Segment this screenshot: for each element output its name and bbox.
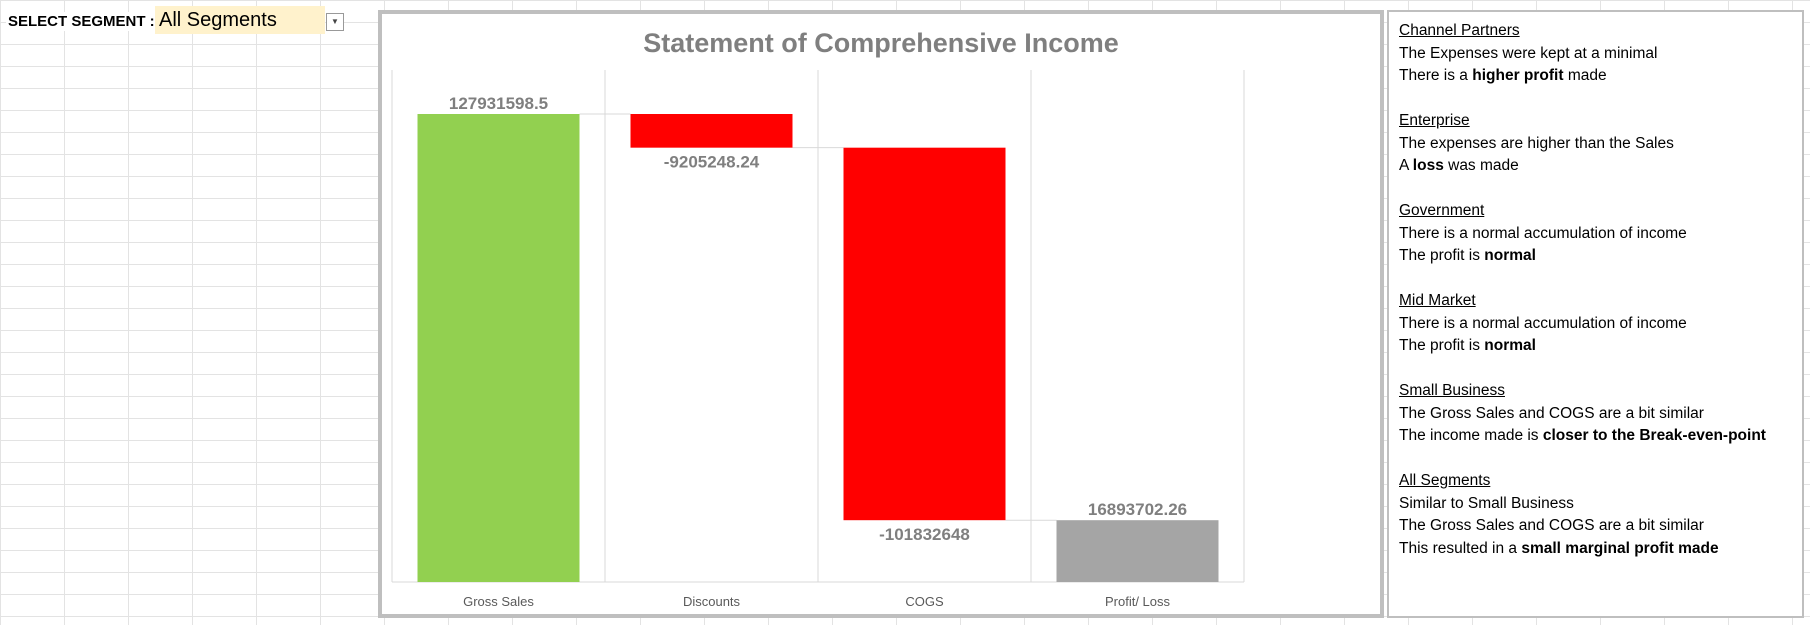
note-block: Mid Market There is a normal accumulation… bbox=[1399, 290, 1802, 358]
bar-discounts bbox=[630, 114, 793, 148]
note-block: Channel Partners The Expenses were kept a… bbox=[1399, 20, 1802, 88]
data-label: 16893702.26 bbox=[1088, 500, 1187, 519]
note-block: Small Business The Gross Sales and COGS a… bbox=[1399, 380, 1802, 448]
data-label: -101832648 bbox=[879, 525, 970, 544]
note-title: Government bbox=[1399, 202, 1485, 219]
note-line: There is a higher profit made bbox=[1399, 67, 1607, 84]
category-label: Profit/ Loss bbox=[1105, 594, 1171, 609]
note-line: The Expenses were kept at a minimal bbox=[1399, 44, 1658, 62]
note-title: All Segments bbox=[1399, 472, 1491, 489]
segment-label: SELECT SEGMENT : bbox=[6, 12, 157, 31]
bar-cogs bbox=[843, 147, 1006, 521]
note-line: There is a normal accumulation of income bbox=[1399, 314, 1687, 332]
data-label: -9205248.24 bbox=[664, 153, 760, 172]
note-line: Similar to Small Business bbox=[1399, 494, 1574, 512]
note-block: All Segments Similar to Small Business The… bbox=[1399, 470, 1802, 560]
bar-profit-loss bbox=[1056, 520, 1219, 582]
category-label: COGS bbox=[905, 594, 944, 609]
bar-gross-sales bbox=[417, 114, 580, 582]
category-label: Discounts bbox=[683, 594, 741, 609]
note-line: The income made is closer to the Break-e… bbox=[1399, 427, 1766, 444]
chart-title: Statement of Comprehensive Income bbox=[643, 28, 1119, 58]
segment-select[interactable]: All Segments bbox=[155, 6, 325, 34]
note-title: Small Business bbox=[1399, 382, 1505, 399]
chart-area: Statement of Comprehensive Income 127931… bbox=[378, 10, 1384, 618]
note-line: The profit is normal bbox=[1399, 337, 1536, 354]
dropdown-arrow-icon[interactable]: ▼ bbox=[326, 13, 344, 31]
note-title: Mid Market bbox=[1399, 292, 1476, 309]
note-block: Government There is a normal accumulation… bbox=[1399, 200, 1802, 268]
waterfall-chart: 127931598.5 Gross Sales -9205248.24 Discoun… bbox=[391, 70, 1245, 609]
notes-panel: Channel Partners The Expenses were kept a… bbox=[1387, 10, 1804, 618]
note-line: There is a normal accumulation of income bbox=[1399, 224, 1687, 242]
note-line: A loss was made bbox=[1399, 157, 1519, 174]
note-block: Enterprise The expenses are higher than t… bbox=[1399, 110, 1802, 178]
category-label: Gross Sales bbox=[463, 594, 534, 609]
note-line: The expenses are higher than the Sales bbox=[1399, 134, 1674, 152]
note-title: Enterprise bbox=[1399, 112, 1470, 129]
data-label: 127931598.5 bbox=[449, 94, 548, 113]
note-line: The Gross Sales and COGS are a bit simil… bbox=[1399, 517, 1704, 534]
note-title: Channel Partners bbox=[1399, 22, 1520, 39]
note-line: This resulted in a small marginal profit… bbox=[1399, 539, 1719, 557]
note-line: The profit is normal bbox=[1399, 247, 1536, 264]
note-line: The Gross Sales and COGS are a bit simil… bbox=[1399, 404, 1704, 422]
